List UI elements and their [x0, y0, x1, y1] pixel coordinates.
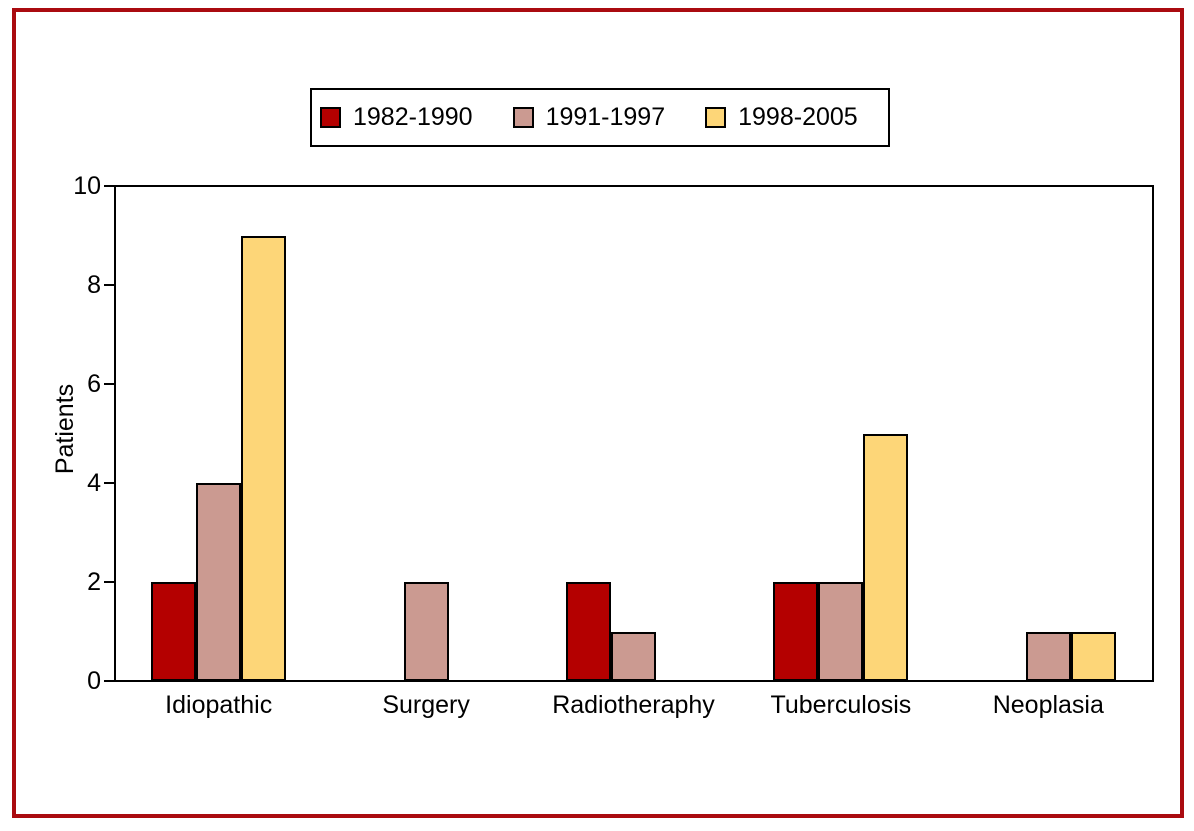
bar-1998-2005-Idiopathic	[241, 235, 287, 681]
bar-1982-1990-Radiotheraphy	[566, 582, 611, 681]
y-axis-tick	[104, 185, 115, 187]
bar-1998-2005-Tuberculosis	[863, 433, 909, 681]
legend-label: 1991-1997	[545, 103, 666, 131]
plot-area	[114, 185, 1154, 682]
legend-swatch-icon	[320, 107, 341, 128]
legend-swatch-icon	[512, 107, 534, 128]
x-category-label: Radiotheraphy	[552, 691, 715, 719]
x-category-label: Idiopathic	[165, 691, 273, 719]
x-category-label: Neoplasia	[992, 691, 1104, 719]
legend-swatch-icon	[705, 107, 727, 128]
legend-item: 1991-1997	[512, 103, 666, 132]
y-tick-label: 8	[87, 271, 101, 299]
figure-frame	[12, 8, 1184, 818]
legend-item: 1998-2005	[705, 103, 858, 132]
bar-1982-1990-Idiopathic	[151, 582, 197, 681]
y-tick-label: 4	[87, 469, 101, 497]
y-tick-label: 10	[73, 172, 101, 200]
legend-label: 1982-1990	[353, 103, 473, 131]
y-axis-tick	[104, 383, 115, 385]
bar-1991-1997-Idiopathic	[196, 483, 242, 681]
bar-1991-1997-Radiotheraphy	[611, 631, 656, 681]
x-category-label: Surgery	[382, 691, 470, 719]
bar-1982-1990-Tuberculosis	[773, 582, 819, 681]
y-tick-label: 6	[87, 370, 101, 398]
y-tick-label: 2	[87, 568, 101, 596]
y-tick-label: 0	[87, 667, 101, 695]
bar-1991-1997-Tuberculosis	[818, 582, 864, 681]
legend-label: 1998-2005	[738, 103, 858, 131]
bar-1998-2005-Neoplasia	[1070, 631, 1116, 681]
legend: 1982-1990 1991-1997 1998-2005	[310, 88, 890, 147]
legend-item: 1982-1990	[320, 103, 473, 132]
y-axis-tick	[104, 581, 115, 583]
x-category-label: Tuberculosis	[770, 691, 912, 719]
y-axis-tick	[104, 482, 115, 484]
bar-1991-1997-Neoplasia	[1025, 631, 1071, 681]
y-axis-tick	[104, 680, 115, 682]
bar-1991-1997-Surgery	[403, 582, 449, 681]
y-axis-tick	[104, 284, 115, 286]
